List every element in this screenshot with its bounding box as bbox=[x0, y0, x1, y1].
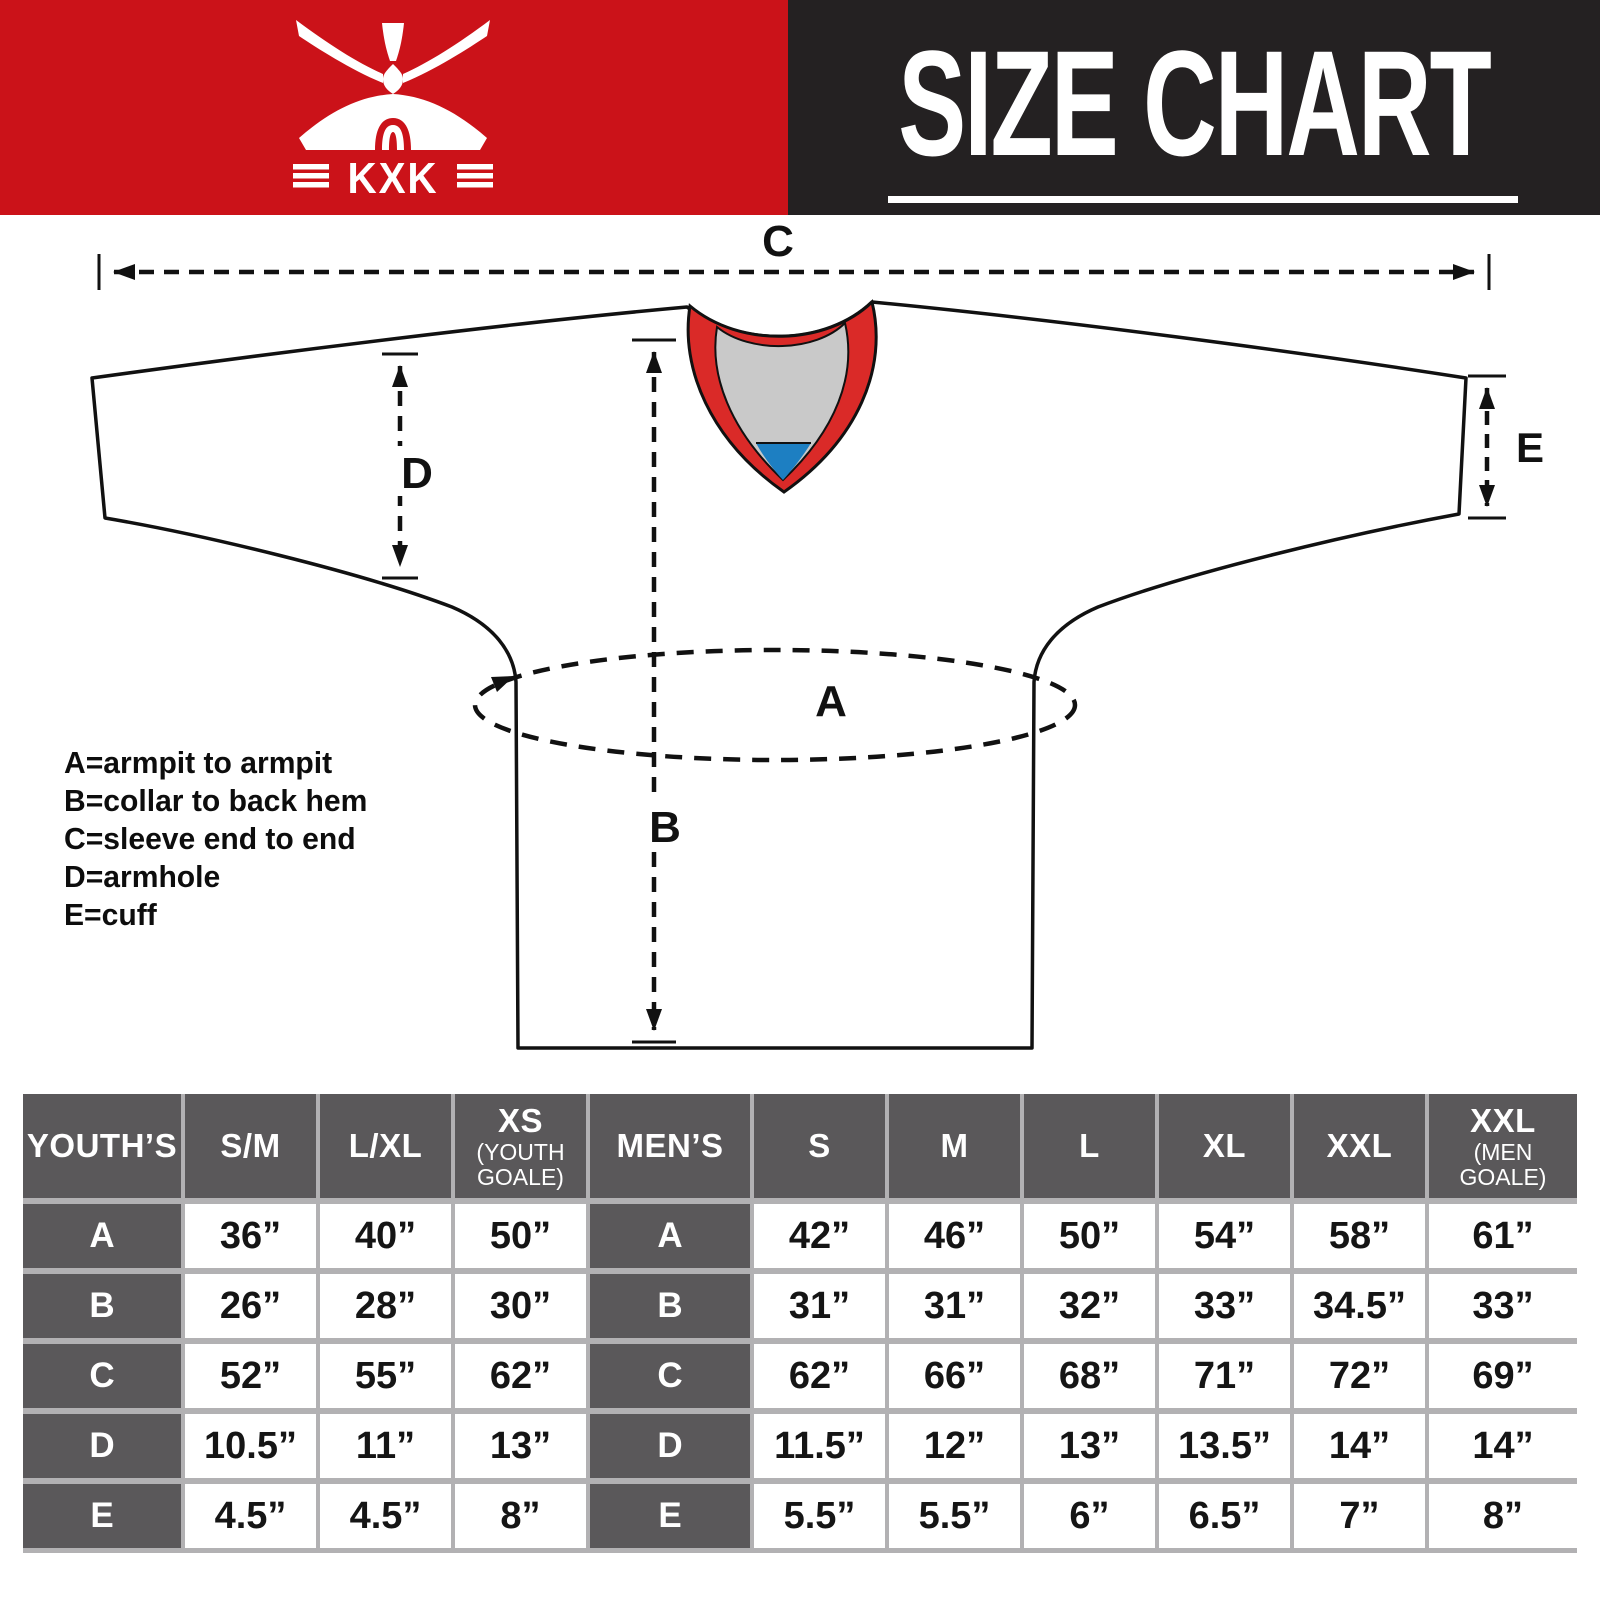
row-label-cell: B bbox=[23, 1274, 181, 1338]
kxk-logo-wordmark: KXK bbox=[348, 153, 439, 202]
men-size-cell: 5.5” bbox=[754, 1484, 885, 1548]
men-size-cell: 34.5” bbox=[1294, 1274, 1425, 1338]
youth-size-cell: 26” bbox=[185, 1274, 316, 1338]
measure-arrow-a bbox=[472, 647, 1078, 763]
row-label-cell: C bbox=[590, 1344, 750, 1408]
header-size-cell: S bbox=[754, 1094, 885, 1198]
row-label-cell: C bbox=[23, 1344, 181, 1408]
measure-label-b-bg bbox=[640, 798, 688, 852]
page-title-wrap: SIZE CHART bbox=[788, 14, 1600, 192]
men-size-cell: 72” bbox=[1294, 1344, 1425, 1408]
men-size-cell: 6” bbox=[1024, 1484, 1155, 1548]
title-underline bbox=[888, 196, 1518, 203]
youth-size-cell: 10.5” bbox=[185, 1414, 316, 1478]
youth-size-cell: 55” bbox=[320, 1344, 451, 1408]
men-size-cell: 66” bbox=[889, 1344, 1020, 1408]
legend-item: C=sleeve end to end bbox=[64, 821, 356, 856]
men-size-cell: 33” bbox=[1159, 1274, 1290, 1338]
youth-size-cell: 30” bbox=[455, 1274, 586, 1338]
header-size-cell: XXL (MEN GOALE) bbox=[1429, 1094, 1577, 1198]
legend-item: B=collar to back hem bbox=[64, 783, 368, 818]
youth-size-cell: 36” bbox=[185, 1204, 316, 1268]
men-size-cell: 46” bbox=[889, 1204, 1020, 1268]
men-size-cell: 33” bbox=[1429, 1274, 1577, 1338]
men-size-cell: 12” bbox=[889, 1414, 1020, 1478]
row-label-cell: D bbox=[590, 1414, 750, 1478]
men-size-cell: 71” bbox=[1159, 1344, 1290, 1408]
men-size-cell: 69” bbox=[1429, 1344, 1577, 1408]
youth-size-cell: 4.5” bbox=[320, 1484, 451, 1548]
men-size-cell: 50” bbox=[1024, 1204, 1155, 1268]
row-label-cell: B bbox=[590, 1274, 750, 1338]
men-size-cell: 13.5” bbox=[1159, 1414, 1290, 1478]
measure-arrow-e bbox=[1468, 374, 1506, 520]
men-size-cell: 31” bbox=[889, 1274, 1020, 1338]
measure-label-e: E bbox=[1516, 424, 1544, 471]
header-size-cell: L/XL bbox=[320, 1094, 451, 1198]
collar bbox=[686, 299, 878, 494]
youth-size-cell: 8” bbox=[455, 1484, 586, 1548]
men-size-cell: 62” bbox=[754, 1344, 885, 1408]
row-label-cell: A bbox=[590, 1204, 750, 1268]
row-label-cell: E bbox=[23, 1484, 181, 1548]
row-label-cell: E bbox=[590, 1484, 750, 1548]
measure-label-b: B bbox=[649, 803, 681, 852]
men-size-cell: 7” bbox=[1294, 1484, 1425, 1548]
men-size-cell: 58” bbox=[1294, 1204, 1425, 1268]
row-label-cell: D bbox=[23, 1414, 181, 1478]
jersey-outline bbox=[90, 300, 1468, 1050]
header-size-cell: M bbox=[889, 1094, 1020, 1198]
header-size-cell: L bbox=[1024, 1094, 1155, 1198]
legend-item: E=cuff bbox=[64, 897, 157, 932]
men-size-cell: 11.5” bbox=[754, 1414, 885, 1478]
measure-label-c: C bbox=[762, 217, 794, 266]
page-title: SIZE CHART bbox=[898, 18, 1492, 187]
title-banner bbox=[788, 0, 1600, 215]
men-size-cell: 32” bbox=[1024, 1274, 1155, 1338]
header-size-cell: XXL bbox=[1294, 1094, 1425, 1198]
header-group-cell: MEN’S bbox=[590, 1094, 750, 1198]
youth-size-cell: 50” bbox=[455, 1204, 586, 1268]
kxk-logo: KXK bbox=[293, 20, 493, 202]
legend-item: D=armhole bbox=[64, 859, 221, 894]
men-size-cell: 61” bbox=[1429, 1204, 1577, 1268]
measure-arrow-d bbox=[382, 352, 418, 580]
men-size-cell: 31” bbox=[754, 1274, 885, 1338]
men-size-cell: 68” bbox=[1024, 1344, 1155, 1408]
measure-arrow-b bbox=[632, 338, 676, 1044]
measure-arrow-c bbox=[97, 254, 1491, 290]
youth-size-cell: 62” bbox=[455, 1344, 586, 1408]
kxk-logo-emblem bbox=[293, 20, 493, 188]
youth-size-cell: 13” bbox=[455, 1414, 586, 1478]
men-size-cell: 8” bbox=[1429, 1484, 1577, 1548]
men-size-cell: 5.5” bbox=[889, 1484, 1020, 1548]
youth-size-cell: 28” bbox=[320, 1274, 451, 1338]
header-size-cell: XL bbox=[1159, 1094, 1290, 1198]
header-size-cell: S/M bbox=[185, 1094, 316, 1198]
youth-size-cell: 4.5” bbox=[185, 1484, 316, 1548]
youth-size-cell: 11” bbox=[320, 1414, 451, 1478]
measure-label-d: D bbox=[401, 449, 433, 498]
measure-arrow-a-head bbox=[491, 676, 514, 692]
men-size-cell: 42” bbox=[754, 1204, 885, 1268]
header-size-cell: XS (YOUTH GOALE) bbox=[455, 1094, 586, 1198]
measure-label-a-bg bbox=[806, 672, 854, 724]
men-size-cell: 14” bbox=[1294, 1414, 1425, 1478]
men-size-cell: 54” bbox=[1159, 1204, 1290, 1268]
measure-label-d-bg bbox=[394, 446, 440, 496]
row-label-cell: A bbox=[23, 1204, 181, 1268]
youth-size-cell: 52” bbox=[185, 1344, 316, 1408]
men-size-cell: 6.5” bbox=[1159, 1484, 1290, 1548]
men-size-cell: 14” bbox=[1429, 1414, 1577, 1478]
legend-item: A=armpit to armpit bbox=[64, 745, 333, 780]
men-size-cell: 13” bbox=[1024, 1414, 1155, 1478]
measurement-legend: A=armpit to armpit B=collar to back hem C=… bbox=[64, 744, 367, 934]
header-group-cell: YOUTH’S bbox=[23, 1094, 181, 1198]
size-table: YOUTH’S S/M L/XL XS (YOUTH GOALE) MEN’S S M L XL X… bbox=[23, 1094, 1577, 1553]
measure-label-a: A bbox=[815, 677, 847, 726]
youth-size-cell: 40” bbox=[320, 1204, 451, 1268]
